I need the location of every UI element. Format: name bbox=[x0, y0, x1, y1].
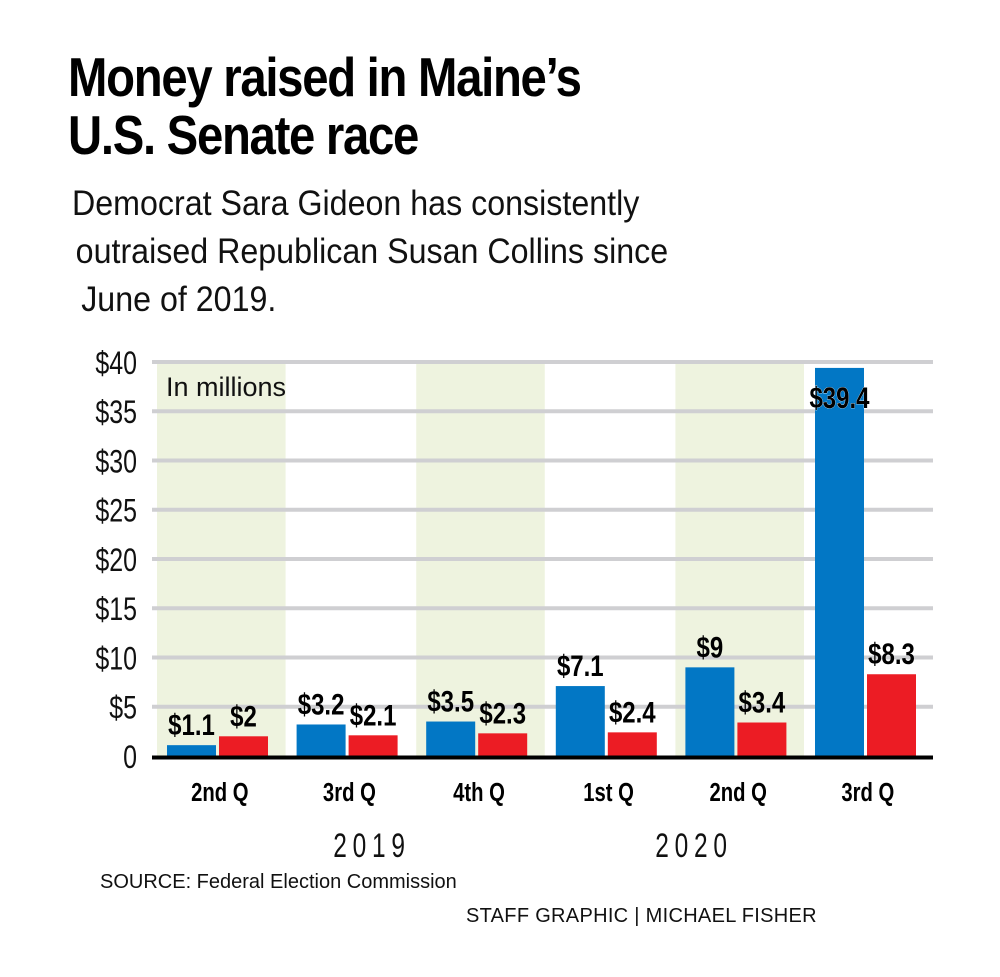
gridlines bbox=[152, 360, 933, 709]
gideon-value-label: $39.4 bbox=[809, 380, 869, 414]
collins-value-label: $2.3 bbox=[479, 696, 526, 730]
year-label: 2020 bbox=[655, 827, 732, 865]
x-category-label: 1st Q bbox=[583, 778, 634, 807]
y-tick-label: $25 bbox=[95, 494, 137, 530]
collins-bar bbox=[219, 736, 268, 756]
bars bbox=[167, 367, 916, 756]
value-labels: $1.1 $3.2 $3.5 $7.1 $9 $39.4 $2 $2.1 $2.3 $2.4 $3.… bbox=[168, 380, 915, 742]
collins-value-label: $3.4 bbox=[739, 685, 786, 719]
subtitle-line-2: outraised Republican Susan Collins since bbox=[75, 232, 669, 271]
gideon-value-label: $7.1 bbox=[557, 648, 604, 682]
chart-subtitle: Democrat Sara Gideon has consistently ou… bbox=[72, 180, 668, 324]
year-label: 2019 bbox=[333, 827, 410, 865]
y-tick-label: $15 bbox=[95, 592, 137, 628]
x-category-label: 2nd Q bbox=[709, 778, 766, 807]
gideon-bar bbox=[685, 667, 735, 756]
chart-title: Money raised in Maine’s U.S. Senate race bbox=[68, 46, 582, 166]
title-line-2: U.S. Senate race bbox=[68, 104, 419, 166]
x-category-label: 2nd Q bbox=[191, 778, 248, 807]
collins-bar bbox=[348, 735, 398, 756]
x-category-label: 3rd Q bbox=[323, 778, 376, 807]
y-tick-label: $10 bbox=[95, 642, 137, 678]
x-category-label: 3rd Q bbox=[841, 778, 894, 807]
year-labels: 2019 2020 bbox=[333, 827, 732, 865]
y-axis-ticks: 0 $5 $10 $15 $20 $25 $30 $35 $40 bbox=[95, 346, 137, 776]
collins-value-label: $2.4 bbox=[609, 695, 656, 729]
gideon-bar bbox=[296, 724, 346, 756]
gideon-bar bbox=[167, 745, 216, 756]
collins-bar bbox=[737, 722, 787, 756]
collins-bar bbox=[607, 732, 657, 756]
collins-value-label: $2.1 bbox=[350, 698, 397, 732]
gideon-bar bbox=[815, 367, 864, 756]
gideon-value-label: $1.1 bbox=[168, 708, 215, 742]
collins-value-label: $8.3 bbox=[868, 637, 915, 671]
collins-bar bbox=[867, 674, 916, 756]
x-axis-categories: 2nd Q 3rd Q 4th Q 1st Q 2nd Q 3rd Q bbox=[191, 778, 894, 807]
subtitle-line-1: Democrat Sara Gideon has consistently bbox=[72, 184, 640, 223]
gideon-value-label: $3.2 bbox=[298, 687, 345, 721]
gideon-value-label: $9 bbox=[697, 630, 724, 664]
gideon-value-label: $3.5 bbox=[427, 684, 474, 718]
units-annotation: In millions bbox=[166, 372, 286, 402]
graphic-credit: STAFF GRAPHIC | MICHAEL FISHER bbox=[466, 905, 817, 927]
gideon-bar bbox=[426, 721, 476, 756]
y-tick-label: $35 bbox=[95, 395, 137, 431]
x-category-label: 4th Q bbox=[453, 778, 505, 807]
y-tick-label: $30 bbox=[95, 445, 137, 481]
subtitle-line-3: June of 2019. bbox=[81, 280, 277, 319]
collins-value-label: $2 bbox=[230, 699, 257, 733]
y-tick-label: $5 bbox=[109, 691, 137, 727]
y-tick-label: $40 bbox=[95, 346, 137, 382]
title-line-1: Money raised in Maine’s bbox=[68, 46, 582, 108]
y-tick-label: 0 bbox=[123, 740, 137, 776]
collins-bar bbox=[478, 733, 528, 756]
source-note: SOURCE: Federal Election Commission bbox=[100, 871, 457, 893]
y-tick-label: $20 bbox=[95, 543, 137, 579]
gideon-bar bbox=[555, 686, 605, 756]
